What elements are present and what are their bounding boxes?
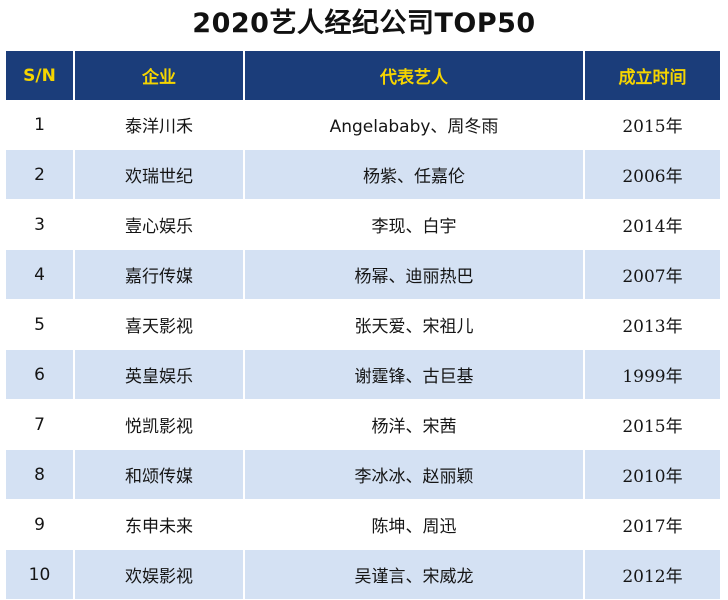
cell-founded: 2006年 bbox=[584, 149, 720, 200]
cell-sn: 9 bbox=[6, 499, 75, 550]
cell-sn: 2 bbox=[6, 149, 75, 200]
cell-founded: 2015年 bbox=[584, 100, 720, 150]
cell-company: 壹心娱乐 bbox=[74, 199, 245, 250]
cell-founded: 2013年 bbox=[584, 299, 720, 350]
cell-artists: Angelababy、周冬雨 bbox=[244, 100, 585, 150]
table-row: 9 东申未来 陈坤、周迅 2017年 bbox=[6, 499, 720, 550]
cell-founded: 2014年 bbox=[584, 199, 720, 250]
table-row: 5 喜天影视 张天爱、宋祖儿 2013年 bbox=[6, 299, 720, 350]
cell-artists: 李冰冰、赵丽颖 bbox=[244, 449, 585, 500]
cell-artists: 李现、白宇 bbox=[244, 199, 585, 250]
table-header-row: S/N 企业 代表艺人 成立时间 bbox=[6, 51, 720, 100]
cell-sn: 1 bbox=[6, 100, 75, 150]
cell-company: 东申未来 bbox=[74, 499, 245, 550]
table-row: 1 泰洋川禾 Angelababy、周冬雨 2015年 bbox=[6, 100, 720, 150]
column-header-founded: 成立时间 bbox=[584, 51, 720, 100]
cell-sn: 7 bbox=[6, 399, 75, 450]
cell-artists: 吴谨言、宋威龙 bbox=[244, 549, 585, 600]
page-title: 2020艺人经纪公司TOP50 bbox=[192, 8, 536, 39]
table-row: 3 壹心娱乐 李现、白宇 2014年 bbox=[6, 199, 720, 250]
cell-sn: 4 bbox=[6, 249, 75, 300]
cell-founded: 2017年 bbox=[584, 499, 720, 550]
cell-company: 喜天影视 bbox=[74, 299, 245, 350]
column-header-artists: 代表艺人 bbox=[244, 51, 585, 100]
cell-founded: 2015年 bbox=[584, 399, 720, 450]
cell-founded: 2010年 bbox=[584, 449, 720, 500]
cell-company: 嘉行传媒 bbox=[74, 249, 245, 300]
cell-founded: 2007年 bbox=[584, 249, 720, 300]
cell-company: 悦凯影视 bbox=[74, 399, 245, 450]
cell-sn: 8 bbox=[6, 449, 75, 500]
cell-company: 英皇娱乐 bbox=[74, 349, 245, 400]
table-row: 4 嘉行传媒 杨幂、迪丽热巴 2007年 bbox=[6, 249, 720, 300]
cell-company: 欢瑞世纪 bbox=[74, 149, 245, 200]
cell-sn: 3 bbox=[6, 199, 75, 250]
cell-sn: 5 bbox=[6, 299, 75, 350]
cell-artists: 张天爱、宋祖儿 bbox=[244, 299, 585, 350]
column-header-sn: S/N bbox=[6, 51, 75, 100]
agency-table: S/N 企业 代表艺人 成立时间 1 泰洋川禾 Angelababy、周冬雨 2015… bbox=[6, 51, 720, 600]
cell-artists: 陈坤、周迅 bbox=[244, 499, 585, 550]
cell-artists: 杨幂、迪丽热巴 bbox=[244, 249, 585, 300]
cell-founded: 1999年 bbox=[584, 349, 720, 400]
cell-company: 欢娱影视 bbox=[74, 549, 245, 600]
cell-sn: 6 bbox=[6, 349, 75, 400]
table-body: 1 泰洋川禾 Angelababy、周冬雨 2015年 2 欢瑞世纪 杨紫、任嘉伦 2006年… bbox=[6, 100, 720, 600]
cell-founded: 2012年 bbox=[584, 549, 720, 600]
cell-artists: 谢霆锋、古巨基 bbox=[244, 349, 585, 400]
cell-company: 和颂传媒 bbox=[74, 449, 245, 500]
cell-company: 泰洋川禾 bbox=[74, 100, 245, 150]
cell-sn: 10 bbox=[6, 549, 75, 600]
table-row: 10 欢娱影视 吴谨言、宋威龙 2012年 bbox=[6, 549, 720, 600]
table-row: 8 和颂传媒 李冰冰、赵丽颖 2010年 bbox=[6, 449, 720, 500]
cell-artists: 杨洋、宋茜 bbox=[244, 399, 585, 450]
column-header-company: 企业 bbox=[74, 51, 245, 100]
table-row: 2 欢瑞世纪 杨紫、任嘉伦 2006年 bbox=[6, 149, 720, 200]
table-row: 6 英皇娱乐 谢霆锋、古巨基 1999年 bbox=[6, 349, 720, 400]
table-row: 7 悦凯影视 杨洋、宋茜 2015年 bbox=[6, 399, 720, 450]
cell-artists: 杨紫、任嘉伦 bbox=[244, 149, 585, 200]
